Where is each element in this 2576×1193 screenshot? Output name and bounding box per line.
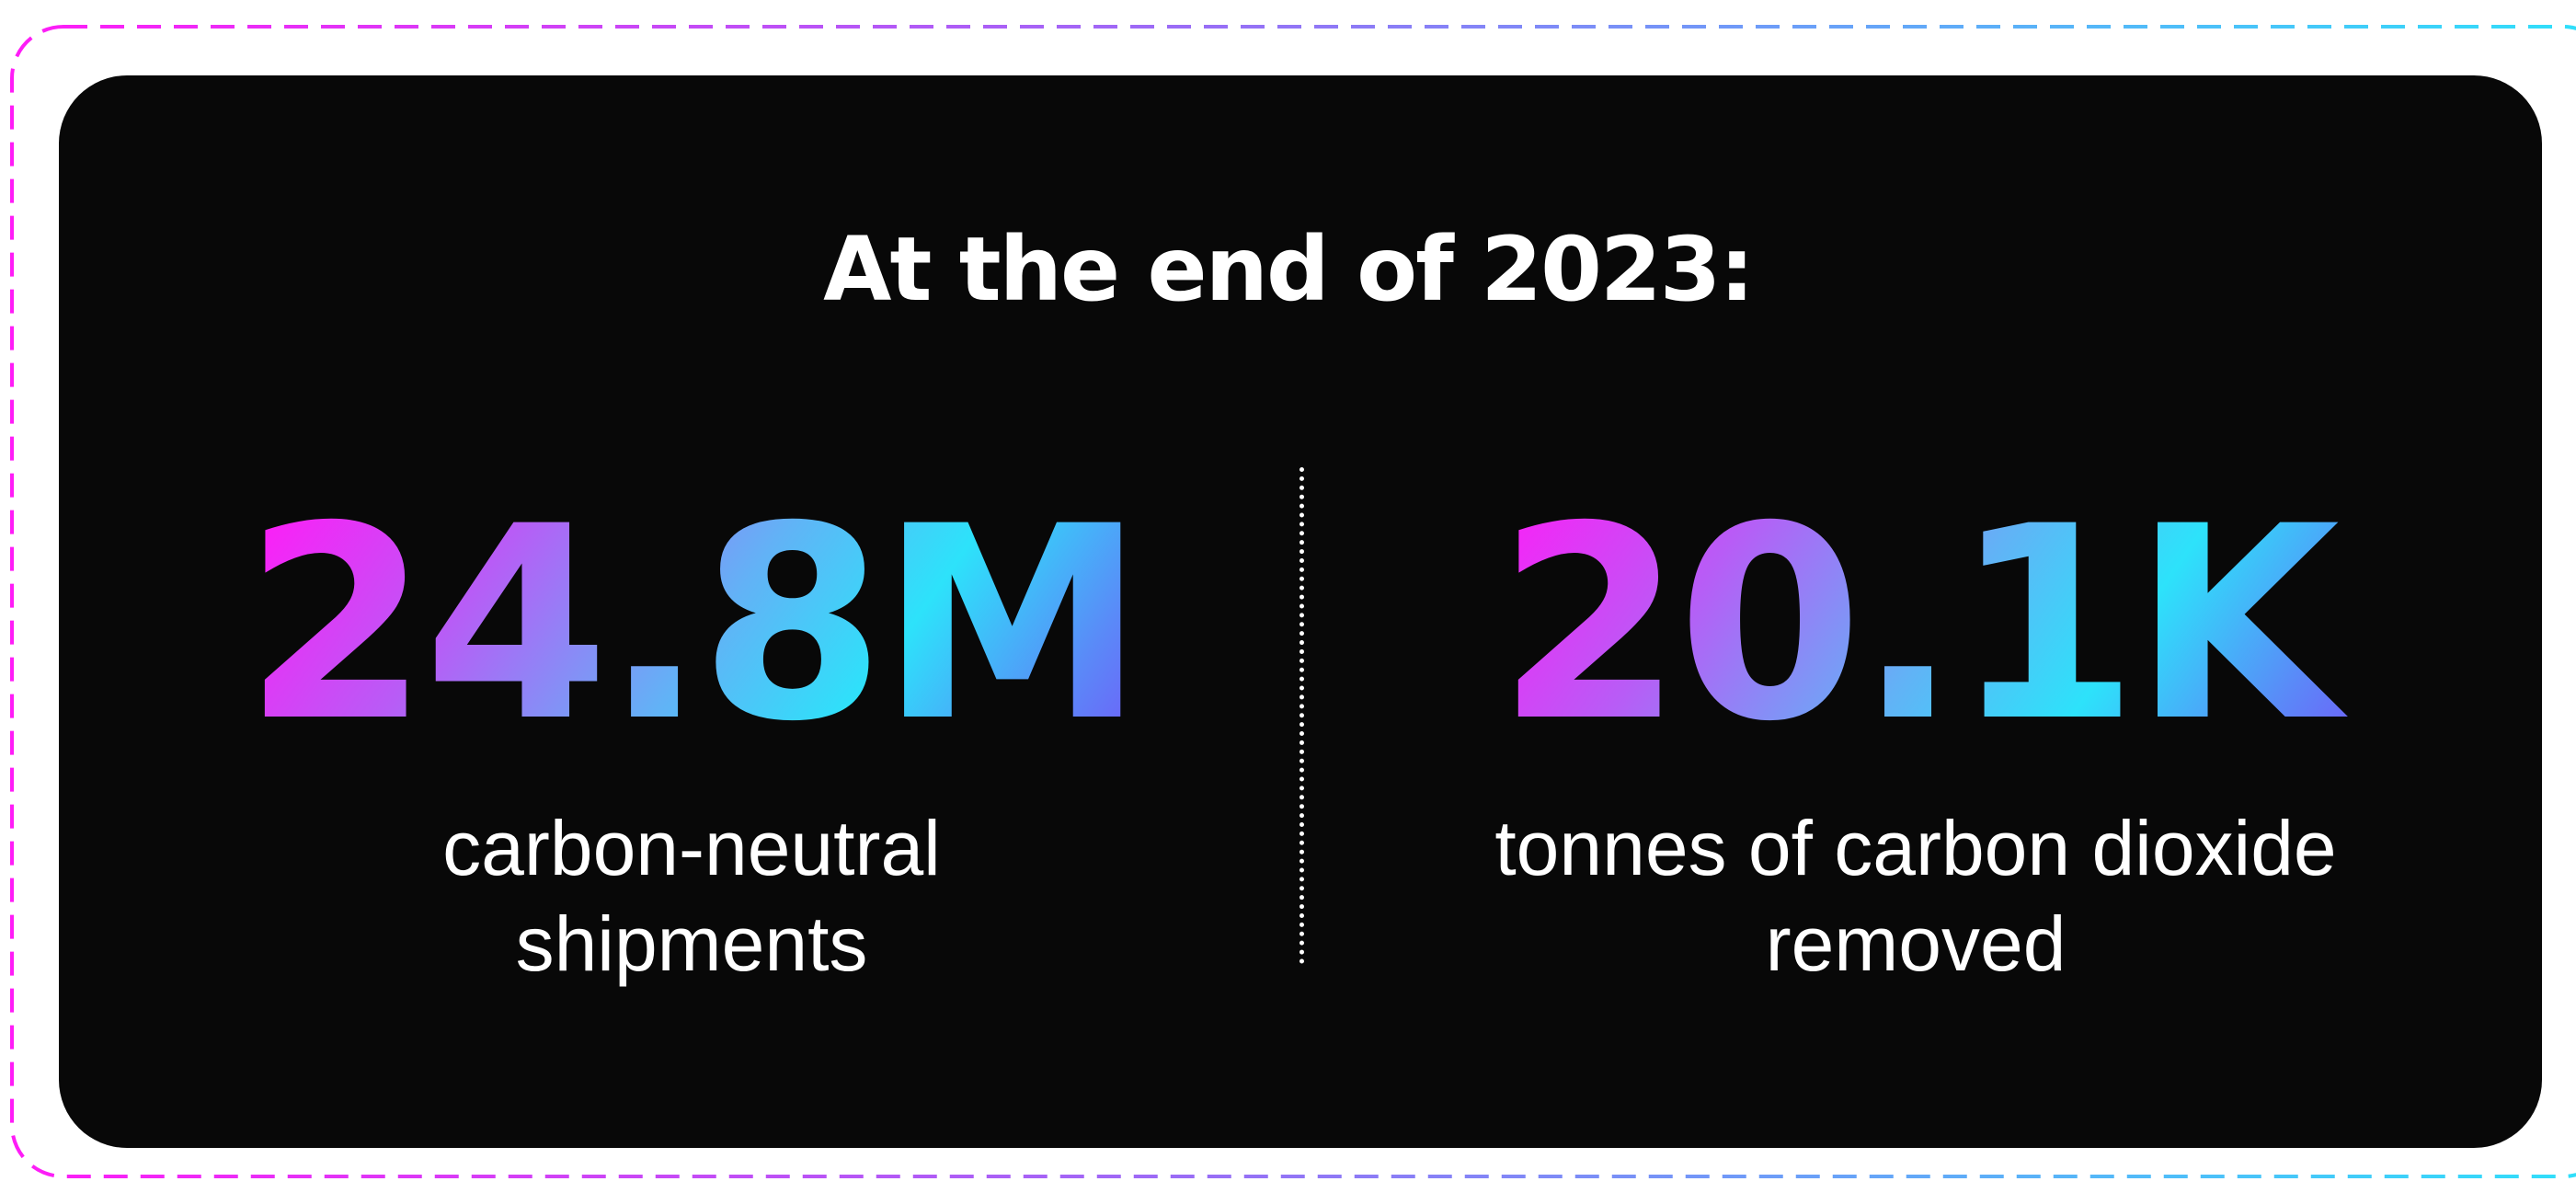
stat-label-line: tonnes of carbon dioxide bbox=[1494, 805, 2337, 891]
stat-label-line: removed bbox=[1765, 900, 2067, 987]
stat-co2-removed: 20.1K tonnes of carbon dioxide removed bbox=[1387, 492, 2444, 992]
stat-label: carbon-neutral shipments bbox=[163, 800, 1220, 992]
stat-label-line: carbon-neutral bbox=[442, 805, 941, 891]
dotted-divider bbox=[1299, 467, 1304, 964]
headline: At the end of 2023: bbox=[823, 218, 1755, 321]
stat-label: tonnes of carbon dioxide removed bbox=[1387, 800, 2444, 992]
stat-shipments: 24.8M carbon-neutral shipments bbox=[163, 492, 1220, 992]
stat-value: 20.1K bbox=[1387, 492, 2444, 759]
stat-value: 24.8M bbox=[163, 492, 1220, 759]
stat-label-line: shipments bbox=[515, 900, 868, 987]
